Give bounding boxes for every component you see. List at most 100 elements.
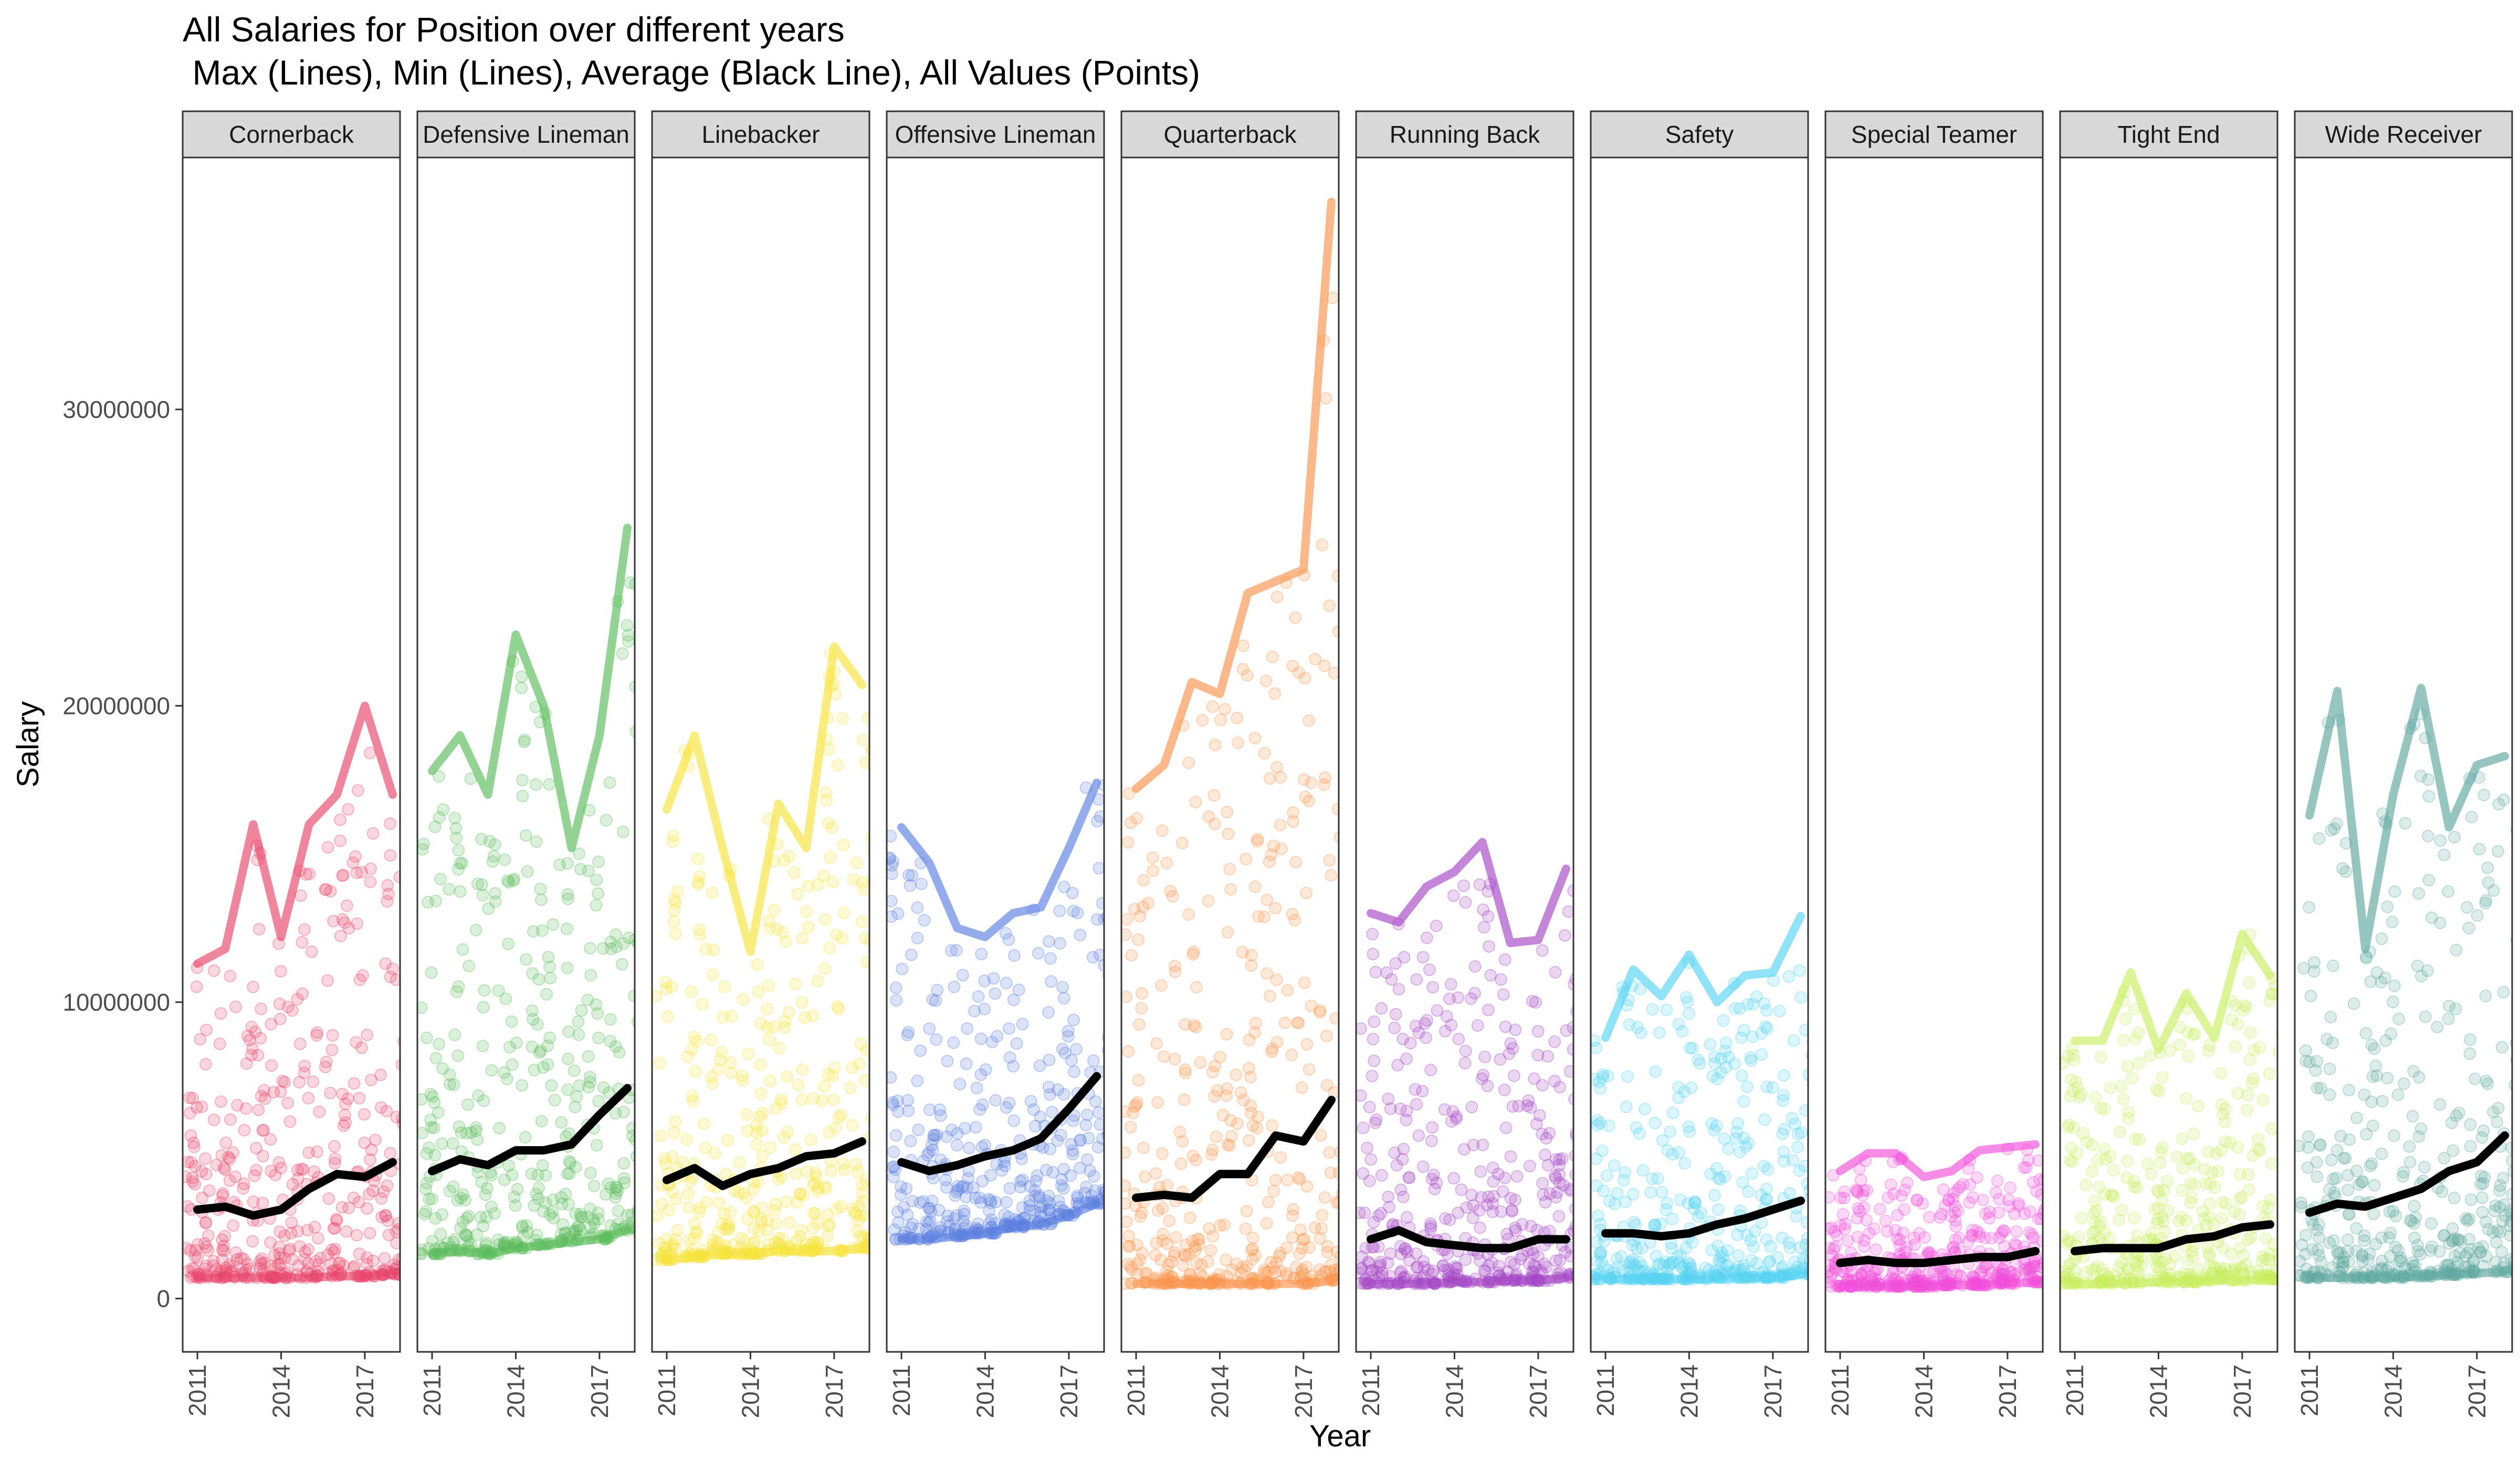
salary-point — [2223, 1136, 2236, 1149]
salary-point — [1450, 1110, 1463, 1123]
salary-point — [1729, 1132, 1742, 1145]
salary-point — [2244, 1231, 2258, 1244]
salary-point — [2406, 1256, 2419, 1269]
salary-point — [342, 1201, 355, 1214]
salary-point — [2478, 1171, 2491, 1184]
salary-point — [2306, 1243, 2319, 1256]
salary-point — [2496, 1214, 2509, 1227]
salary-point — [361, 1257, 374, 1270]
salary-point — [1900, 1176, 1914, 1189]
salary-point — [515, 681, 528, 695]
salary-point — [1935, 1265, 1948, 1278]
salary-point — [1798, 1160, 1808, 1173]
salary-point — [1803, 1263, 1808, 1276]
salary-point — [2150, 1083, 2163, 1096]
salary-point — [1248, 731, 1262, 744]
salary-point — [617, 937, 630, 950]
salary-point — [2475, 1191, 2488, 1204]
salary-point — [811, 974, 824, 988]
salary-point — [2463, 1233, 2476, 1246]
salary-point — [776, 926, 790, 939]
salary-point — [1043, 1196, 1056, 1210]
salary-point — [2422, 874, 2435, 887]
salary-point — [1194, 1266, 1207, 1279]
x-tick-label: 2017 — [1055, 1364, 1083, 1418]
salary-point — [1493, 1259, 1506, 1273]
salary-point — [926, 993, 939, 1006]
salary-point — [1097, 1183, 1104, 1196]
salary-point — [264, 1236, 277, 1249]
salary-point — [1544, 1187, 1557, 1200]
salary-point — [1303, 1241, 1316, 1254]
salary-point — [1265, 848, 1278, 862]
y-axis-title: Salary — [11, 701, 45, 788]
average-salary-line — [897, 1072, 1101, 1175]
salary-point — [532, 973, 545, 986]
salary-point — [489, 887, 502, 900]
salary-point — [1853, 1205, 1866, 1218]
salary-point — [218, 1163, 232, 1176]
salary-point — [2144, 1049, 2157, 1063]
salary-point — [375, 1211, 388, 1224]
salary-point — [770, 1217, 783, 1230]
salary-point — [1300, 886, 1313, 899]
salary-point — [1475, 1191, 1488, 1204]
salary-point — [423, 1141, 436, 1154]
salary-point — [1053, 905, 1066, 918]
salary-point — [188, 1178, 202, 1191]
salary-point — [477, 1094, 490, 1107]
salary-point — [927, 1129, 940, 1142]
salary-point — [957, 1214, 970, 1227]
salary-point — [1825, 1191, 1835, 1204]
salary-point — [1068, 1109, 1081, 1122]
salary-point — [2408, 1217, 2421, 1230]
salary-point — [2411, 959, 2424, 972]
salary-point — [1728, 1002, 1741, 1015]
salary-point — [1430, 1177, 1443, 1190]
salary-point — [1208, 1090, 1221, 1103]
salary-point — [972, 990, 985, 1003]
salary-point — [291, 1163, 304, 1177]
salary-point — [2243, 1183, 2256, 1196]
salary-point — [2421, 830, 2434, 843]
salary-point — [1206, 700, 1219, 713]
salary-point — [1244, 1099, 1257, 1112]
salary-point — [1951, 1183, 1964, 1196]
salary-point — [1208, 817, 1221, 831]
salary-point — [2094, 1102, 2107, 1115]
salary-point — [1162, 1258, 1175, 1272]
salary-point — [2080, 1266, 2093, 1279]
salary-point — [1656, 1134, 1669, 1147]
salary-point — [2130, 1181, 2144, 1194]
salary-point — [693, 1202, 706, 1215]
salary-point — [1746, 1030, 1759, 1043]
salary-point — [1314, 1004, 1327, 1017]
salary-point — [350, 866, 363, 879]
salary-point — [2330, 817, 2344, 830]
salary-point — [224, 970, 237, 983]
salary-point — [850, 1224, 863, 1237]
salary-point — [1529, 1260, 1542, 1273]
x-tick-label: 2014 — [1206, 1364, 1233, 1418]
salary-point — [571, 1220, 584, 1233]
salary-point — [2464, 1193, 2477, 1206]
salary-point — [975, 948, 988, 961]
salary-point — [561, 857, 574, 870]
salary-point — [2311, 1170, 2324, 1183]
salary-point — [543, 1031, 556, 1044]
salary-point — [519, 1131, 532, 1144]
salary-point — [1540, 1132, 1553, 1145]
salary-point — [1294, 1223, 1307, 1236]
salary-point — [395, 1058, 400, 1071]
salary-point — [2363, 1247, 2376, 1261]
salary-point — [1666, 1212, 1679, 1225]
salary-point — [1137, 874, 1150, 887]
salary-point — [453, 1120, 466, 1133]
salary-point — [1855, 1270, 1868, 1283]
salary-point — [776, 1232, 789, 1245]
salary-point — [1508, 1258, 1521, 1271]
salary-point — [865, 744, 869, 756]
salary-point — [1608, 1198, 1621, 1211]
salary-point — [1947, 1241, 1960, 1254]
salary-point — [1441, 1247, 1454, 1261]
